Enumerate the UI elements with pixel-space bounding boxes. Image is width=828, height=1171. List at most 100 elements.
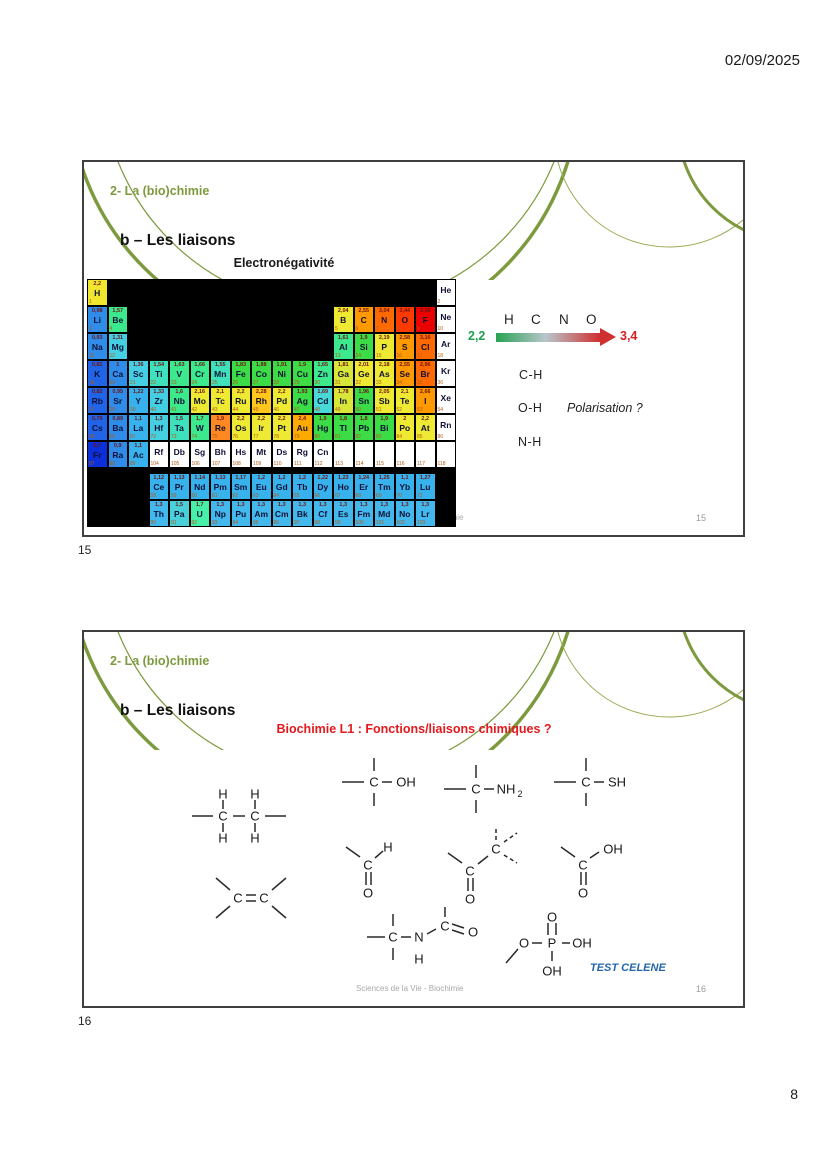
element-cell: 1,2 Tb 65 <box>292 473 313 500</box>
svg-text:O: O <box>465 892 475 907</box>
element-cell: 1,12 Ce 58 <box>148 473 169 500</box>
svg-text:H: H <box>218 787 227 802</box>
slide-subtitle: b – Les liaisons <box>120 232 236 249</box>
svg-text:N: N <box>414 930 423 945</box>
element-cell: 1,3 No 102 <box>394 500 415 527</box>
slide-number: 16 <box>696 984 707 994</box>
slide-16: 2- La (bio)chimie b – Les liaisons Bioch… <box>82 630 745 1008</box>
element-cell: 2,16 Mo 42 <box>189 387 210 414</box>
element-cell: 1,88 Co 27 <box>251 360 272 387</box>
element-cell: 2,18 As 33 <box>374 360 395 387</box>
element-cell: 1,3 Es 99 <box>333 500 354 527</box>
element-cell: 1,55 Mn 25 <box>210 360 231 387</box>
element-cell: 1,25 Tm 69 <box>374 473 395 500</box>
svg-text:C: C <box>250 809 259 824</box>
svg-text:2: 2 <box>517 789 522 799</box>
element-cell: 1,22 Y 39 <box>128 387 149 414</box>
periodic-table: 2,2 H 1 He 2 0,98 Li 3 1,57 Be 4 2,04 B 5 2,55 C 6 3,04 N 7… <box>87 279 456 527</box>
element-cell: 1,69 Cd 48 <box>312 387 333 414</box>
element-cell: 1,9 Bi 83 <box>374 414 395 441</box>
element-cell: 1,81 Ga 31 <box>333 360 354 387</box>
element-cell: 3,44 O 8 <box>394 306 415 333</box>
scale-max-value: 3,4 <box>620 329 638 343</box>
element-cell: 3,98 F 9 <box>415 306 436 333</box>
element-cell: 1,3 Hf 72 <box>148 414 169 441</box>
element-cell: 1,1 La 57 <box>128 414 149 441</box>
element-cell: 1,3 Am 95 <box>251 500 272 527</box>
element-cell: 1,63 V 23 <box>169 360 190 387</box>
element-cell: 1,1 Ac 89 <box>128 441 149 468</box>
chemical-structures: H H C C H H C C C OH C NH 2 C SH C H O C C O C OH O C N H C O O P O OH OH <box>84 632 743 1006</box>
svg-text:C: C <box>259 891 268 906</box>
element-cell: Rn 86 <box>435 414 456 441</box>
electronegativity-arrow <box>496 333 600 342</box>
element-cell: 1,66 Cr 24 <box>189 360 210 387</box>
element-cell: 1,9 Si 14 <box>353 333 374 360</box>
element-cell: 1,17 Sm 62 <box>230 473 251 500</box>
element-cell: 1,13 Pr 59 <box>169 473 190 500</box>
element-cell: Bh 107 <box>210 441 231 468</box>
element-cell: 1,36 Sc 21 <box>128 360 149 387</box>
svg-text:NH: NH <box>497 782 516 797</box>
arrow-head-icon <box>600 328 616 346</box>
element-cell: Hs 108 <box>230 441 251 468</box>
element-cell: 115 <box>374 441 395 468</box>
element-cell: 1,8 Pb 82 <box>353 414 374 441</box>
ethane-backbone: H HC CH H <box>192 787 286 846</box>
thiol-group: C SH <box>554 758 626 806</box>
element-cell: 1,6 Nb 41 <box>169 387 190 414</box>
element-cell: 1,2 Eu 63 <box>251 473 272 500</box>
element-cell: 1,61 Al 13 <box>333 333 354 360</box>
svg-text:O: O <box>519 936 529 951</box>
element-cell: 1,3 Np 93 <box>210 500 231 527</box>
element-cell: 2,2 Ir 77 <box>251 414 272 441</box>
scale-element-n: N <box>559 312 569 327</box>
element-cell: 1,7 W 74 <box>189 414 210 441</box>
scale-min-value: 2,2 <box>468 329 486 343</box>
element-cell: 1,8 Tl 81 <box>333 414 354 441</box>
element-cell: 2,58 S 16 <box>394 333 415 360</box>
svg-text:C: C <box>440 919 449 934</box>
element-cell: Db 105 <box>169 441 190 468</box>
element-cell: 0,82 K 19 <box>87 360 108 387</box>
svg-text:C: C <box>369 775 378 790</box>
svg-text:C: C <box>218 809 227 824</box>
element-cell: 0,95 Sr 38 <box>107 387 128 414</box>
element-cell: 2,2 Pt 78 <box>271 414 292 441</box>
element-cell: 1,33 Zr 40 <box>148 387 169 414</box>
element-cell: 1,3 Bk 97 <box>292 500 313 527</box>
element-cell: Rg 111 <box>292 441 313 468</box>
element-cell: 0,82 Rb 37 <box>87 387 108 414</box>
element-cell: 0,93 Na 11 <box>87 333 108 360</box>
element-cell: Ds 110 <box>271 441 292 468</box>
element-cell: 0,79 Cs 55 <box>87 414 108 441</box>
svg-text:H: H <box>414 952 423 967</box>
svg-text:H: H <box>250 787 259 802</box>
svg-text:OH: OH <box>603 842 623 857</box>
element-cell: 1,91 Ni 28 <box>271 360 292 387</box>
element-cell: 1,3 Md 101 <box>374 500 395 527</box>
test-celene-note: TEST CELENE <box>590 962 666 974</box>
page-number: 8 <box>790 1086 798 1102</box>
element-cell: 1,83 Fe 26 <box>230 360 251 387</box>
svg-text:C: C <box>465 864 474 879</box>
svg-text:H: H <box>250 831 259 846</box>
electronegativity-title: Electronégativité <box>233 256 335 270</box>
element-cell: Ar 18 <box>435 333 456 360</box>
element-cell: 2,4 Au 79 <box>292 414 313 441</box>
carboxyl-group: C OH O <box>560 842 623 901</box>
element-cell: 1,13 Pm 61 <box>210 473 231 500</box>
element-cell: 1,57 Be 4 <box>107 306 128 333</box>
element-cell: 2,66 I 53 <box>415 387 436 414</box>
element-cell: 1,9 Hg 80 <box>312 414 333 441</box>
element-cell: 1,65 Zn 30 <box>312 360 333 387</box>
element-cell: Xe 54 <box>435 387 456 414</box>
svg-text:OH: OH <box>396 775 416 790</box>
svg-text:O: O <box>363 886 373 901</box>
element-cell: 1,24 Er 68 <box>353 473 374 500</box>
element-cell: 1,22 Dy 66 <box>312 473 333 500</box>
element-cell: 2,2 Os 76 <box>230 414 251 441</box>
element-cell: Rf 104 <box>148 441 169 468</box>
